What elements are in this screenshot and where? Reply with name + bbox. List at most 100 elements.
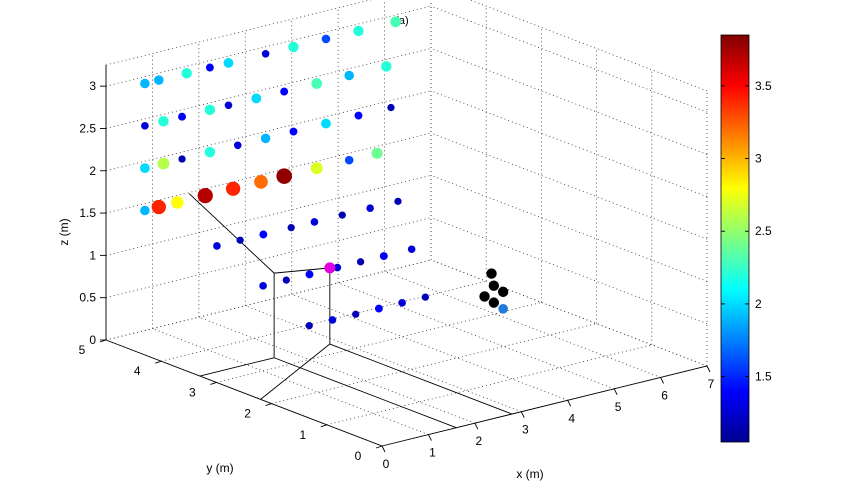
data-point	[371, 147, 383, 159]
projection-line	[260, 343, 331, 400]
z-axis-label: z (m)	[57, 218, 71, 245]
projection-line	[273, 357, 457, 429]
projection-line	[188, 193, 275, 274]
z-tick-label: 3	[89, 79, 96, 93]
colorbar-tick-label: 1.5	[755, 370, 772, 384]
black-point	[497, 286, 509, 298]
data-point	[223, 58, 234, 68]
back-grid-line	[105, 174, 432, 256]
floor-grid-line	[271, 323, 597, 404]
data-point	[141, 122, 149, 130]
colorbar-tick-label: 2.5	[755, 224, 772, 238]
floor-grid-line	[198, 316, 476, 424]
x-tick-label: 4	[568, 411, 575, 425]
data-point	[197, 187, 213, 204]
floor-grid-line	[338, 282, 615, 390]
colorbar-tick-label: 3.5	[755, 79, 772, 93]
data-point	[158, 116, 169, 127]
x-axis-label: x (m)	[516, 467, 543, 481]
data-point	[352, 310, 360, 318]
data-point	[381, 61, 392, 72]
z-tick-label: 0.5	[79, 291, 96, 305]
data-point	[407, 245, 416, 254]
x-tick	[706, 365, 711, 373]
x-tick-label: 5	[615, 400, 622, 414]
data-point	[498, 304, 508, 314]
data-point	[224, 101, 233, 110]
data-point	[310, 218, 319, 226]
y-axis-line	[105, 339, 383, 447]
y-tick	[210, 381, 217, 385]
box-edge	[469, 0, 708, 92]
data-point	[213, 242, 221, 250]
x-tick	[428, 434, 432, 441]
data-point	[140, 205, 150, 216]
data-point	[259, 230, 268, 239]
data-point	[251, 93, 262, 104]
data-point	[151, 199, 166, 215]
colorbar-gradient	[720, 34, 750, 443]
y-tick-label: 1	[299, 428, 306, 442]
data-point	[260, 133, 271, 144]
data-point	[280, 87, 289, 96]
data-point	[225, 181, 241, 196]
grid-layer	[105, 0, 708, 447]
z-tick-label: 2.5	[79, 121, 96, 135]
black-point	[488, 280, 500, 291]
scatter-points	[139, 16, 509, 330]
data-point	[356, 258, 365, 266]
data-point	[288, 41, 299, 53]
data-point	[233, 141, 242, 150]
y-tick-label: 4	[134, 364, 141, 378]
back-grid-line	[105, 5, 432, 87]
data-point	[289, 127, 298, 136]
x-tick-label: 3	[522, 423, 529, 437]
data-point	[139, 163, 150, 174]
data-point	[287, 224, 295, 232]
projection-lines	[188, 193, 513, 429]
side-grid-line	[430, 90, 708, 198]
black-point	[486, 268, 497, 279]
data-point	[379, 252, 388, 261]
floor-grid-line	[291, 293, 568, 401]
z-tick-label: 2	[89, 164, 96, 178]
y-tick	[320, 424, 327, 428]
data-point	[344, 70, 354, 81]
data-point	[154, 75, 164, 85]
side-grid-line	[430, 5, 708, 113]
data-point	[204, 104, 216, 116]
x-tick	[381, 445, 386, 453]
projection-line	[329, 343, 513, 415]
data-point	[374, 304, 383, 313]
side-grid-line	[430, 132, 708, 240]
floor-grid-line	[384, 271, 661, 378]
y-tick-label: 3	[189, 385, 196, 399]
x-tick	[474, 422, 479, 430]
x-tick	[520, 411, 525, 418]
data-point	[328, 316, 337, 324]
data-point	[305, 270, 314, 279]
data-point	[181, 67, 192, 79]
side-grid-line	[430, 48, 708, 155]
highlighted-point	[324, 262, 336, 274]
data-point	[282, 276, 290, 284]
z-tick-label: 1	[89, 248, 96, 262]
x-tick-label: 2	[476, 434, 483, 448]
x-tick-label: 0	[383, 457, 390, 471]
black-point	[479, 291, 490, 302]
data-point	[178, 112, 187, 121]
floor-grid-line	[245, 305, 522, 413]
data-point	[321, 118, 331, 129]
y-tick-label: 0	[355, 449, 362, 463]
colorbar-tick-label: 3	[755, 152, 762, 166]
y-tick	[375, 445, 383, 449]
data-point	[178, 155, 186, 163]
data-point	[398, 299, 406, 307]
black-point	[488, 297, 500, 308]
y-tick-label: 2	[244, 407, 251, 421]
data-point	[421, 293, 429, 301]
x-tick-label: 7	[708, 377, 715, 391]
y-tick-label: 5	[79, 343, 86, 357]
